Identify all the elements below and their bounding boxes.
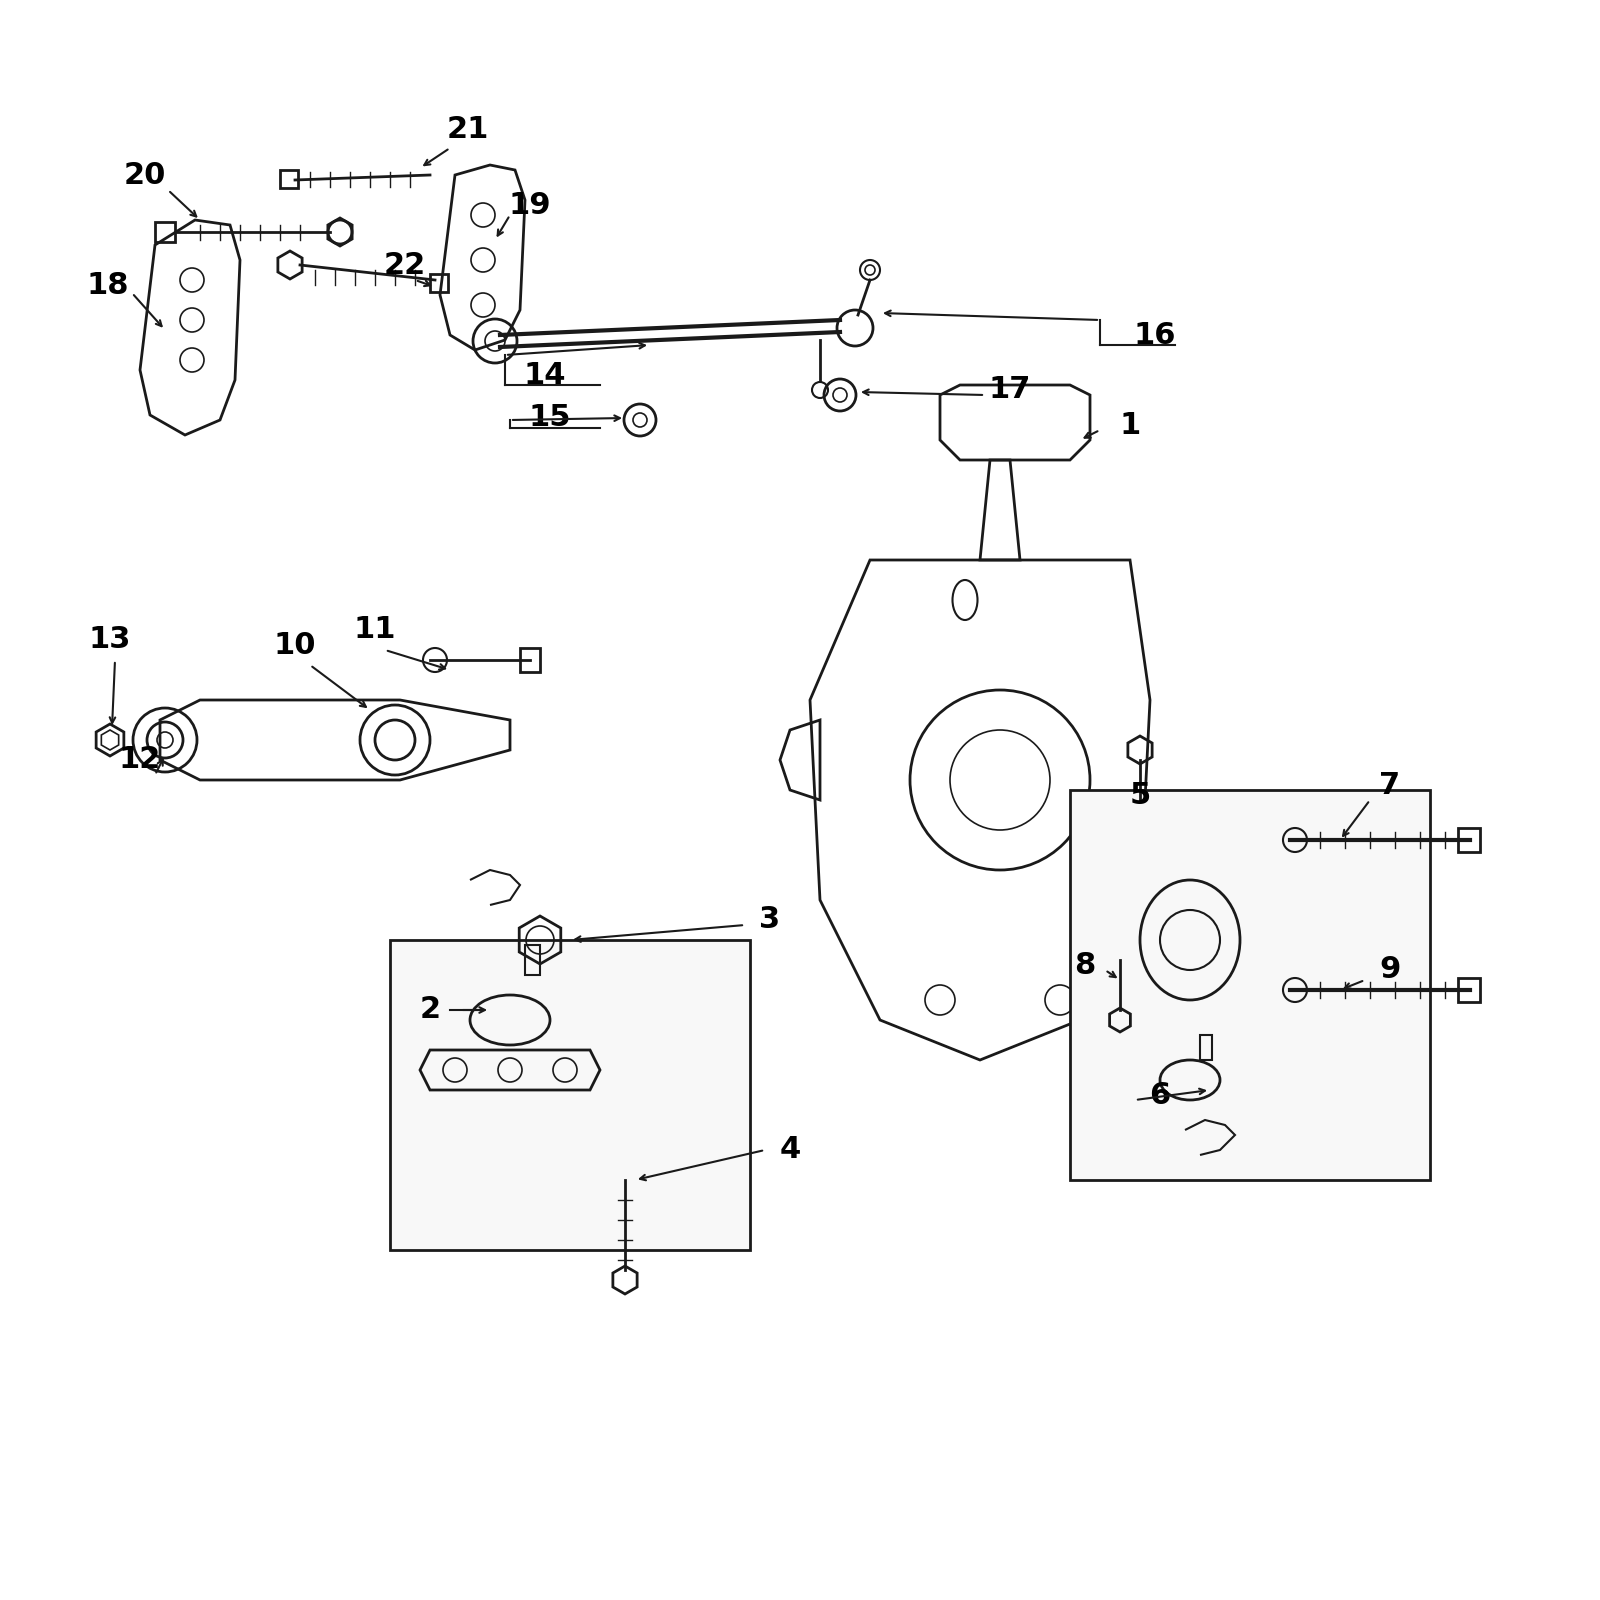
Bar <box>390 939 750 1250</box>
Text: 6: 6 <box>1149 1080 1171 1109</box>
Text: 17: 17 <box>989 376 1030 405</box>
Text: 9: 9 <box>1379 955 1400 984</box>
Text: 5: 5 <box>1130 781 1150 810</box>
Text: 3: 3 <box>760 906 781 934</box>
Text: 8: 8 <box>1074 950 1096 979</box>
Text: 19: 19 <box>509 190 552 219</box>
Text: 2: 2 <box>419 995 440 1024</box>
Text: 11: 11 <box>354 616 397 645</box>
Text: 21: 21 <box>446 115 490 144</box>
Bar <box>1070 790 1430 1181</box>
Text: 16: 16 <box>1134 320 1176 349</box>
Text: 12: 12 <box>118 746 162 774</box>
Text: 20: 20 <box>123 160 166 189</box>
Bar <box>430 274 448 291</box>
Text: 18: 18 <box>86 270 130 299</box>
Bar <box>280 170 298 187</box>
Text: 4: 4 <box>779 1136 800 1165</box>
Bar <box>155 222 174 242</box>
Text: 7: 7 <box>1379 771 1400 800</box>
Bar <box>525 946 541 974</box>
Text: 15: 15 <box>528 403 571 432</box>
Text: 22: 22 <box>384 251 426 280</box>
Bar <box>520 648 541 672</box>
Text: 1: 1 <box>1120 411 1141 440</box>
Text: 13: 13 <box>90 626 131 654</box>
Bar <box>1200 1035 1213 1059</box>
Text: 14: 14 <box>523 360 566 389</box>
Bar <box>1458 978 1480 1002</box>
Text: 10: 10 <box>274 630 317 659</box>
Bar <box>1458 829 1480 851</box>
